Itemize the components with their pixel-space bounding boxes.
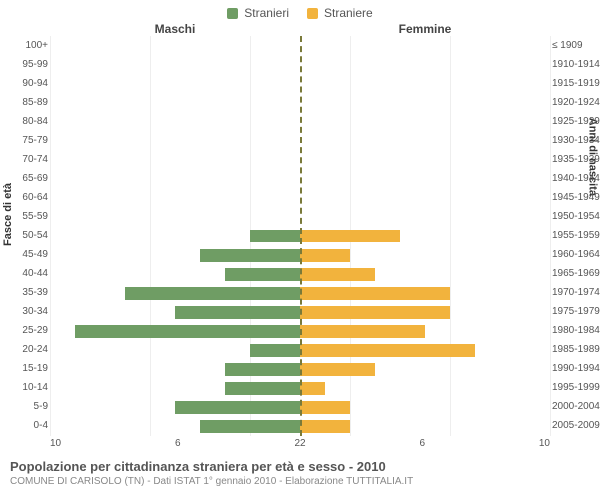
- birth-year-label: 1915-1919: [552, 74, 600, 93]
- bar-male: [225, 268, 300, 281]
- birth-year-label: 1970-1974: [552, 284, 600, 303]
- legend-swatch-female: [307, 8, 318, 19]
- age-label: 80-84: [22, 112, 48, 131]
- bar-male: [175, 306, 300, 319]
- age-label: 30-34: [22, 303, 48, 322]
- birth-year-label: 1995-1999: [552, 379, 600, 398]
- x-tick-label: 6: [175, 438, 181, 449]
- bar-female: [300, 325, 425, 338]
- bar-female: [300, 363, 375, 376]
- birth-year-label: 2005-2009: [552, 417, 600, 436]
- birth-year-label: 1925-1929: [552, 112, 600, 131]
- age-label: 25-29: [22, 322, 48, 341]
- bar-male: [175, 401, 300, 414]
- age-label: 65-69: [22, 169, 48, 188]
- birth-year-label: 1975-1979: [552, 303, 600, 322]
- x-tick-label: 10: [50, 438, 61, 449]
- age-label: 70-74: [22, 150, 48, 169]
- bar-female: [300, 268, 375, 281]
- bar-male: [250, 344, 300, 357]
- chart-subtitle: COMUNE DI CARISOLO (TN) - Dati ISTAT 1° …: [10, 476, 590, 487]
- legend-label-male: Stranieri: [244, 6, 289, 20]
- chart-title: Popolazione per cittadinanza straniera p…: [10, 459, 590, 474]
- x-tick-label: 2: [300, 438, 306, 449]
- age-label: 75-79: [22, 131, 48, 150]
- age-label: 10-14: [22, 379, 48, 398]
- x-axis: 1062 2610: [50, 438, 550, 449]
- bar-male: [225, 382, 300, 395]
- age-label: 45-49: [22, 246, 48, 265]
- birth-year-label: 1920-1924: [552, 93, 600, 112]
- legend-item-female: Straniere: [307, 6, 373, 20]
- bar-female: [300, 382, 325, 395]
- header-female: Femmine: [300, 22, 600, 36]
- birth-year-label: 1955-1959: [552, 226, 600, 245]
- bar-female: [300, 287, 450, 300]
- bar-female: [300, 420, 350, 433]
- legend-item-male: Stranieri: [227, 6, 289, 20]
- x-tick-label: 6: [419, 438, 425, 449]
- bar-male: [250, 230, 300, 243]
- header-male: Maschi: [0, 22, 300, 36]
- age-label: 85-89: [22, 93, 48, 112]
- age-label: 20-24: [22, 341, 48, 360]
- legend-label-female: Straniere: [324, 6, 373, 20]
- age-label: 35-39: [22, 284, 48, 303]
- birth-year-label: 2000-2004: [552, 398, 600, 417]
- birth-year-label: 1945-1949: [552, 188, 600, 207]
- bar-male: [225, 363, 300, 376]
- age-label: 0-4: [34, 417, 48, 436]
- chart-footer: Popolazione per cittadinanza straniera p…: [10, 459, 590, 487]
- age-label: 15-19: [22, 360, 48, 379]
- bar-male: [200, 249, 300, 262]
- age-label: 55-59: [22, 207, 48, 226]
- column-headers: Maschi Femmine: [0, 22, 600, 36]
- birth-year-label: 1985-1989: [552, 341, 600, 360]
- birth-year-label: 1965-1969: [552, 265, 600, 284]
- birth-year-label: ≤ 1909: [552, 36, 583, 55]
- bar-female: [300, 401, 350, 414]
- birth-year-label: 1980-1984: [552, 322, 600, 341]
- bar-female: [300, 249, 350, 262]
- bar-male: [200, 420, 300, 433]
- legend-swatch-male: [227, 8, 238, 19]
- bar-female: [300, 230, 400, 243]
- center-divider: [300, 36, 302, 436]
- age-label: 5-9: [34, 398, 48, 417]
- age-label: 90-94: [22, 74, 48, 93]
- bar-male: [125, 287, 300, 300]
- birth-year-label: 1960-1964: [552, 246, 600, 265]
- age-label: 40-44: [22, 265, 48, 284]
- chart-area: [50, 36, 550, 436]
- birth-year-label: 1930-1934: [552, 131, 600, 150]
- y-axis-left-labels: 100+95-9990-9485-8980-8475-7970-7465-696…: [0, 36, 48, 436]
- bar-female: [300, 306, 450, 319]
- x-tick-label: 10: [539, 438, 550, 449]
- age-label: 50-54: [22, 226, 48, 245]
- birth-year-label: 1950-1954: [552, 207, 600, 226]
- age-label: 100+: [25, 36, 48, 55]
- birth-year-label: 1935-1939: [552, 150, 600, 169]
- birth-year-label: 1940-1944: [552, 169, 600, 188]
- bar-female: [300, 344, 475, 357]
- birth-year-label: 1990-1994: [552, 360, 600, 379]
- age-label: 95-99: [22, 55, 48, 74]
- age-label: 60-64: [22, 188, 48, 207]
- legend: Stranieri Straniere: [0, 0, 600, 20]
- birth-year-label: 1910-1914: [552, 55, 600, 74]
- y-axis-right-labels: ≤ 19091910-19141915-19191920-19241925-19…: [552, 36, 600, 436]
- bar-male: [75, 325, 300, 338]
